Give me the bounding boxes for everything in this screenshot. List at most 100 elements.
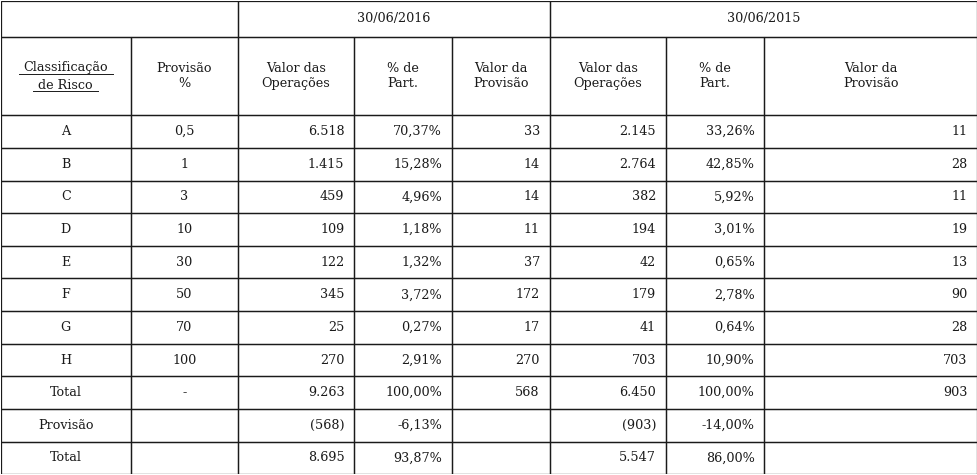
- Text: -14,00%: -14,00%: [701, 419, 754, 432]
- Text: 3,01%: 3,01%: [713, 223, 754, 236]
- Text: 17: 17: [523, 321, 539, 334]
- Text: 179: 179: [631, 288, 656, 301]
- Bar: [451, 246, 549, 278]
- Text: 33: 33: [523, 125, 539, 138]
- Bar: [764, 376, 976, 409]
- Bar: [237, 409, 354, 442]
- Bar: [237, 246, 354, 278]
- Bar: [1, 278, 131, 311]
- Bar: [1, 246, 131, 278]
- Bar: [764, 180, 976, 213]
- Bar: [1, 115, 131, 148]
- Text: 172: 172: [515, 288, 539, 301]
- Text: Total: Total: [50, 386, 81, 399]
- Bar: [1, 409, 131, 442]
- Bar: [549, 278, 665, 311]
- Bar: [1, 442, 131, 475]
- Bar: [549, 213, 665, 246]
- Bar: [354, 344, 451, 376]
- Bar: [354, 442, 451, 475]
- Text: 0,27%: 0,27%: [401, 321, 442, 334]
- Text: 0,5: 0,5: [174, 125, 194, 138]
- Text: 50: 50: [176, 288, 192, 301]
- Text: 3,72%: 3,72%: [401, 288, 442, 301]
- Bar: [665, 180, 764, 213]
- Text: 703: 703: [631, 353, 656, 367]
- Bar: [237, 37, 354, 115]
- Text: -: -: [182, 386, 187, 399]
- Bar: [451, 409, 549, 442]
- Bar: [665, 344, 764, 376]
- Bar: [1, 376, 131, 409]
- Bar: [764, 278, 976, 311]
- Bar: [131, 115, 237, 148]
- Bar: [451, 376, 549, 409]
- Text: 37: 37: [523, 256, 539, 269]
- Text: Valor das
Operações: Valor das Operações: [573, 62, 641, 90]
- Text: 903: 903: [942, 386, 966, 399]
- Text: G: G: [61, 321, 70, 334]
- Bar: [549, 37, 665, 115]
- Text: % de
Part.: % de Part.: [699, 62, 730, 90]
- Text: 10: 10: [176, 223, 192, 236]
- Text: Valor da
Provisão: Valor da Provisão: [842, 62, 898, 90]
- Text: 28: 28: [951, 158, 966, 171]
- Text: 1.415: 1.415: [308, 158, 344, 171]
- Bar: [354, 180, 451, 213]
- Text: 19: 19: [951, 223, 966, 236]
- Text: F: F: [62, 288, 70, 301]
- Text: 9.263: 9.263: [308, 386, 344, 399]
- Text: Provisão: Provisão: [38, 419, 93, 432]
- Bar: [764, 409, 976, 442]
- Text: 109: 109: [319, 223, 344, 236]
- Bar: [237, 278, 354, 311]
- Text: 122: 122: [319, 256, 344, 269]
- Bar: [549, 311, 665, 344]
- Bar: [665, 278, 764, 311]
- Text: 4,96%: 4,96%: [401, 190, 442, 203]
- Text: 70: 70: [176, 321, 192, 334]
- Text: 2,91%: 2,91%: [402, 353, 442, 367]
- Text: 194: 194: [631, 223, 656, 236]
- Text: 100,00%: 100,00%: [385, 386, 442, 399]
- Bar: [764, 442, 976, 475]
- Bar: [1, 344, 131, 376]
- Bar: [549, 148, 665, 180]
- Bar: [764, 37, 976, 115]
- Text: 3: 3: [180, 190, 189, 203]
- Text: Classificação: Classificação: [23, 61, 107, 74]
- Bar: [131, 409, 237, 442]
- Text: 42: 42: [639, 256, 656, 269]
- Bar: [451, 115, 549, 148]
- Bar: [764, 148, 976, 180]
- Text: (568): (568): [310, 419, 344, 432]
- Text: 2,78%: 2,78%: [713, 288, 754, 301]
- Bar: [451, 213, 549, 246]
- Bar: [1, 0, 237, 37]
- Text: 33,26%: 33,26%: [705, 125, 754, 138]
- Text: 568: 568: [515, 386, 539, 399]
- Bar: [549, 344, 665, 376]
- Bar: [665, 442, 764, 475]
- Bar: [131, 442, 237, 475]
- Text: Valor das
Operações: Valor das Operações: [262, 62, 330, 90]
- Text: C: C: [61, 190, 70, 203]
- Bar: [1, 180, 131, 213]
- Bar: [1, 37, 131, 115]
- Bar: [354, 213, 451, 246]
- Bar: [764, 213, 976, 246]
- Bar: [131, 148, 237, 180]
- Bar: [451, 148, 549, 180]
- Bar: [451, 278, 549, 311]
- Bar: [549, 376, 665, 409]
- Bar: [665, 246, 764, 278]
- Bar: [665, 213, 764, 246]
- Text: Valor da
Provisão: Valor da Provisão: [473, 62, 528, 90]
- Text: 1,18%: 1,18%: [402, 223, 442, 236]
- Text: 1,32%: 1,32%: [402, 256, 442, 269]
- Bar: [131, 376, 237, 409]
- Text: 14: 14: [523, 190, 539, 203]
- Text: de Risco: de Risco: [38, 78, 93, 92]
- Text: 2.764: 2.764: [618, 158, 656, 171]
- Bar: [665, 409, 764, 442]
